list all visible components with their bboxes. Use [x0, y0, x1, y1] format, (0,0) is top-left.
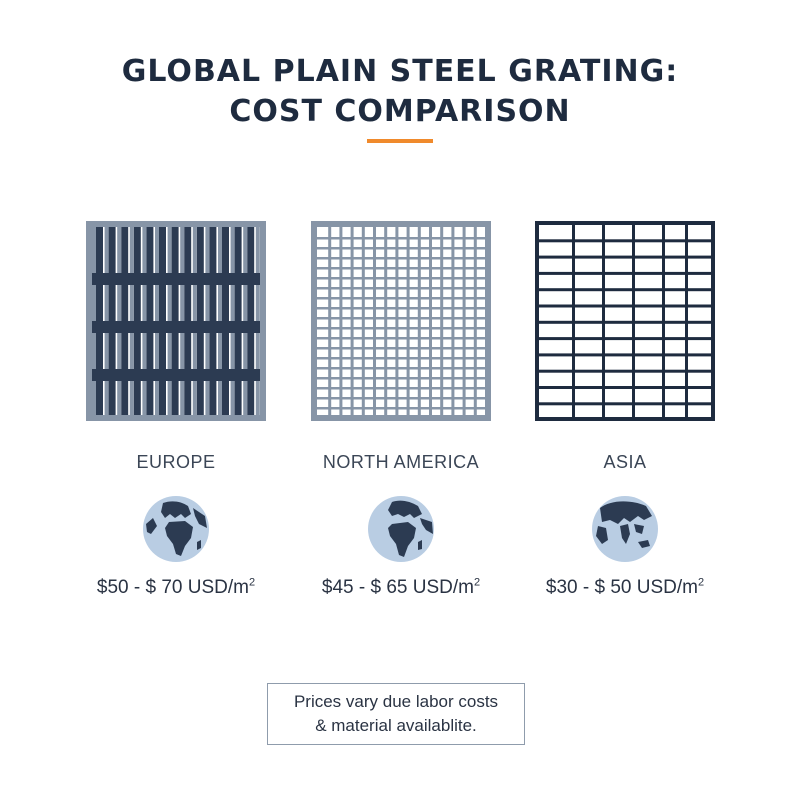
note-line-2: & material availablite.	[315, 716, 477, 735]
globe-asia-icon	[592, 496, 658, 562]
globe-europe-africa-icon	[368, 496, 434, 562]
title-line-1: GLOBAL PLAIN STEEL GRATING:	[121, 54, 679, 89]
price-unit-superscript: 2	[697, 576, 705, 589]
europe-grating-icon	[86, 221, 266, 421]
north-america-grating-icon	[311, 221, 491, 421]
page-title: GLOBAL PLAIN STEEL GRATING: COST COMPARI…	[0, 52, 800, 132]
price-asia: $30 - $ 50 USD/m2	[495, 577, 755, 599]
globe-europe-africa-icon	[143, 496, 209, 562]
price-north-america: $45 - $ 65 USD/m2	[271, 577, 531, 599]
price-unit-superscript: 2	[473, 576, 481, 589]
title-line-2: COST COMPARISON	[229, 94, 571, 129]
note-line-1: Prices vary due labor costs	[293, 692, 499, 711]
price-north-america-text: $45 - $ 65 USD/m	[321, 577, 474, 598]
region-label-asia: ASIA	[603, 452, 647, 472]
price-europe-text: $50 - $ 70 USD/m	[96, 577, 249, 598]
price-asia-text: $30 - $ 50 USD/m	[545, 577, 698, 598]
price-europe: $50 - $ 70 USD/m2	[46, 577, 306, 599]
region-label-north-america: NORTH AMERICA	[322, 452, 480, 472]
asia-grating-icon	[535, 221, 715, 421]
title-accent-divider	[367, 139, 433, 143]
price-note-box: Prices vary due labor costs & material a…	[267, 683, 525, 745]
region-label-europe: EUROPE	[136, 452, 216, 472]
price-unit-superscript: 2	[248, 576, 256, 589]
